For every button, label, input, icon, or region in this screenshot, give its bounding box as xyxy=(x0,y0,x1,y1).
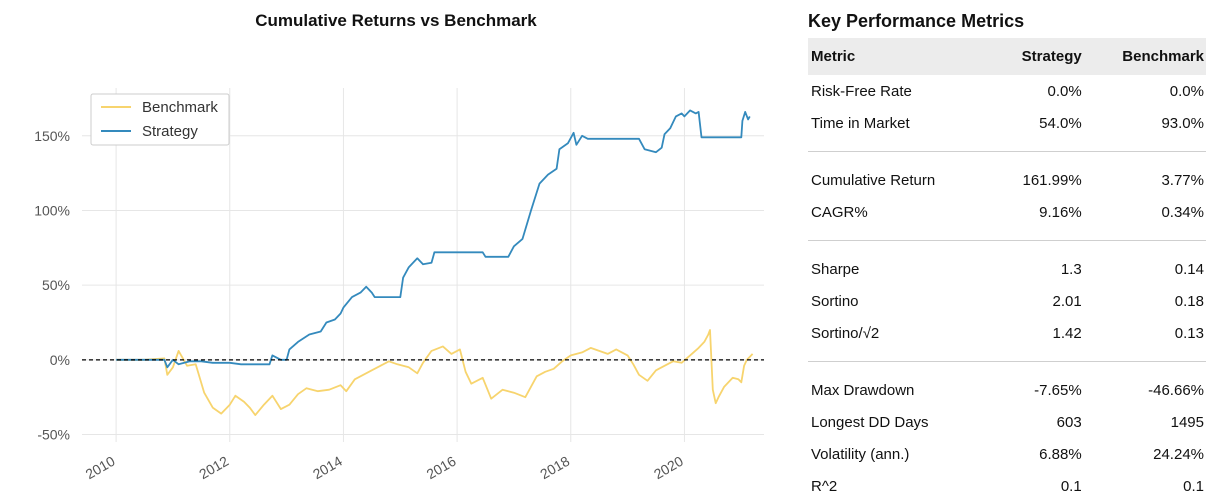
metric-row: CAGR% 9.16% 0.34% xyxy=(808,196,1206,228)
metric-name: Sortino xyxy=(811,292,859,310)
benchmark-value: 24.24% xyxy=(1153,445,1204,463)
metric-row: Time in Market 54.0% 93.0% xyxy=(808,107,1206,139)
x-tick-label: 2014 xyxy=(310,453,345,483)
metrics-header-row: Metric Strategy Benchmark xyxy=(808,38,1206,75)
group-spacer xyxy=(808,349,1206,362)
metric-name: Cumulative Return xyxy=(811,171,936,189)
header-metric: Metric xyxy=(808,38,993,75)
header-strategy: Strategy xyxy=(992,38,1084,75)
metric-row: Longest DD Days 603 1495 xyxy=(808,406,1206,438)
cumulative-returns-chart: -50% 0% 50% 100% 150% 2010 2012 2014 2016 2018 202… xyxy=(34,88,764,483)
metric-row: R^2 0.1 0.1 xyxy=(808,470,1206,502)
series-line-benchmark xyxy=(116,329,754,416)
metric-row: Risk-Free Rate 0.0% 0.0% xyxy=(808,75,1206,107)
series-line-strategy xyxy=(116,109,751,369)
benchmark-value: 0.13 xyxy=(1174,324,1204,342)
metric-name: Time in Market xyxy=(811,114,910,132)
chart-title: Cumulative Returns vs Benchmark xyxy=(255,11,537,30)
benchmark-value: 0.0% xyxy=(1169,82,1204,100)
group-divider xyxy=(808,151,1206,152)
legend-label-strategy: Strategy xyxy=(142,123,198,140)
metric-row: Cumulative Return 161.99% 3.77% xyxy=(808,164,1206,196)
group-divider xyxy=(808,240,1206,241)
strategy-value: 161.99% xyxy=(1022,171,1082,189)
strategy-value: -7.65% xyxy=(1034,381,1082,399)
group-divider xyxy=(808,361,1206,362)
metric-name: Max Drawdown xyxy=(811,381,915,399)
legend-label-benchmark: Benchmark xyxy=(142,99,218,116)
metric-name: Risk-Free Rate xyxy=(811,82,912,100)
metrics-panel: Key Performance Metrics Metric Strategy … xyxy=(808,0,1208,502)
metric-name: Sortino/√2 xyxy=(811,324,880,342)
metric-row: Sortino/√2 1.42 0.13 xyxy=(808,317,1206,349)
x-tick-label: 2010 xyxy=(83,453,118,483)
benchmark-value: 3.77% xyxy=(1161,171,1204,189)
strategy-value: 6.88% xyxy=(1039,445,1082,463)
x-tick-label: 2018 xyxy=(537,453,572,483)
strategy-value: 9.16% xyxy=(1039,203,1082,221)
group-spacer xyxy=(808,241,1206,253)
strategy-value: 54.0% xyxy=(1039,114,1082,132)
group-spacer xyxy=(808,362,1206,374)
header-benchmark: Benchmark xyxy=(1083,38,1206,75)
benchmark-value: 93.0% xyxy=(1161,114,1204,132)
benchmark-value: 0.18 xyxy=(1174,292,1204,310)
strategy-value: 0.1 xyxy=(1060,477,1082,495)
y-tick-label: -50% xyxy=(37,427,70,443)
x-tick-label: 2016 xyxy=(424,453,459,483)
benchmark-value: -46.66% xyxy=(1148,381,1204,399)
group-spacer xyxy=(808,228,1206,241)
strategy-value: 1.3 xyxy=(1060,260,1082,278)
benchmark-value: 0.34% xyxy=(1161,203,1204,221)
metric-row: Sharpe 1.3 0.14 xyxy=(808,253,1206,285)
benchmark-value: 1495 xyxy=(1170,413,1204,431)
benchmark-value: 0.14 xyxy=(1174,260,1204,278)
y-tick-label: 100% xyxy=(34,202,70,218)
y-tick-label: 150% xyxy=(34,128,70,144)
y-tick-label: 0% xyxy=(50,352,70,368)
metric-row: Sortino 2.01 0.18 xyxy=(808,285,1206,317)
strategy-value: 603 xyxy=(1056,413,1082,431)
x-tick-label: 2020 xyxy=(651,453,686,483)
strategy-value: 1.42 xyxy=(1052,324,1082,342)
y-tick-label: 50% xyxy=(42,277,70,293)
metrics-table: Metric Strategy Benchmark Risk-Free Rate… xyxy=(808,38,1206,502)
metric-name: Longest DD Days xyxy=(811,413,929,431)
metric-row: Volatility (ann.) 6.88% 24.24% xyxy=(808,438,1206,470)
x-tick-label: 2012 xyxy=(196,453,231,483)
strategy-value: 2.01 xyxy=(1052,292,1082,310)
chart-panel: -50% 0% 50% 100% 150% 2010 2012 2014 2016 2018 202… xyxy=(34,11,764,483)
group-spacer xyxy=(808,139,1206,152)
metrics-body: Risk-Free Rate 0.0% 0.0% Time in Market 54.0… xyxy=(808,75,1206,502)
strategy-value: 0.0% xyxy=(1047,82,1082,100)
metric-row: Max Drawdown -7.65% -46.66% xyxy=(808,374,1206,406)
metrics-title: Key Performance Metrics xyxy=(808,11,1025,31)
metric-name: Volatility (ann.) xyxy=(811,445,910,463)
metric-name: R^2 xyxy=(811,477,838,495)
benchmark-value: 0.1 xyxy=(1183,477,1204,495)
metric-name: CAGR% xyxy=(811,203,868,221)
group-spacer xyxy=(808,152,1206,164)
metric-name: Sharpe xyxy=(811,260,860,278)
